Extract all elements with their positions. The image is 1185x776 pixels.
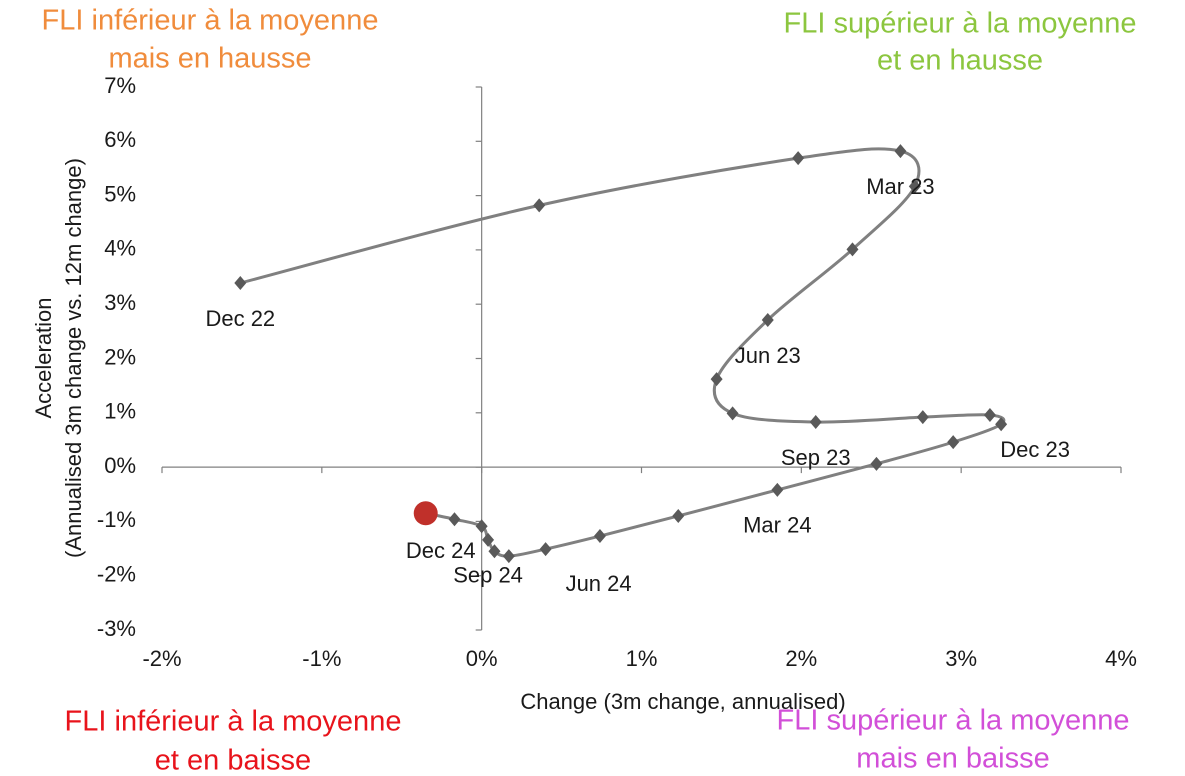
quadrant-label: FLI supérieur à la moyenne xyxy=(776,705,1129,737)
point-marker xyxy=(234,276,247,291)
point-marker xyxy=(448,512,461,527)
x-tick-label: 1% xyxy=(626,646,658,671)
quadrant-label: FLI inférieur à la moyenne xyxy=(65,706,402,738)
x-tick-label: 4% xyxy=(1105,646,1137,671)
y-axis-label: Acceleration xyxy=(31,297,56,418)
point-marker xyxy=(488,544,501,559)
y-axis-label: (Annualised 3m change vs. 12m change) xyxy=(61,158,86,558)
point-marker xyxy=(809,415,822,430)
line xyxy=(239,147,1006,558)
point-marker xyxy=(995,417,1008,432)
quadrant-label: et en hausse xyxy=(877,45,1043,77)
x-tick-label: 3% xyxy=(945,646,977,671)
y-tick-label: -1% xyxy=(97,507,136,532)
y-tick-label: 3% xyxy=(104,290,136,315)
point-marker xyxy=(475,519,488,534)
point-marker xyxy=(947,435,960,450)
point-marker xyxy=(916,410,929,425)
point-label: Mar 24 xyxy=(743,513,811,538)
y-tick-label: 0% xyxy=(104,453,136,478)
x-axis-label: Change (3m change, annualised) xyxy=(520,689,845,714)
point-label: Jun 23 xyxy=(735,343,801,368)
x-tick-label: 2% xyxy=(785,646,817,671)
point-marker xyxy=(792,151,805,166)
point-label: Dec 24 xyxy=(406,538,476,563)
y-tick-label: 4% xyxy=(104,236,136,261)
y-tick-label: 1% xyxy=(104,399,136,424)
point-marker xyxy=(761,312,774,327)
x-tick-label: -2% xyxy=(142,646,181,671)
point-marker xyxy=(908,179,921,194)
point-marker xyxy=(533,198,546,213)
quadrant-label: et en baisse xyxy=(155,745,311,776)
point-marker xyxy=(983,407,996,422)
y-tick-label: 6% xyxy=(104,127,136,152)
y-tick-label: -3% xyxy=(97,616,136,641)
y-tick-label: -2% xyxy=(97,562,136,587)
point-label: Dec 22 xyxy=(205,306,275,331)
y-tick-label: 7% xyxy=(104,73,136,98)
point-marker xyxy=(894,144,907,159)
point-label: Jun 24 xyxy=(566,571,632,596)
x-tick-label: -1% xyxy=(302,646,341,671)
y-tick-label: 2% xyxy=(104,344,136,369)
point-label: Mar 23 xyxy=(866,174,934,199)
y-tick-label: 5% xyxy=(104,181,136,206)
point-marker xyxy=(482,532,495,547)
quadrant-label: FLI supérieur à la moyenne xyxy=(783,8,1136,40)
point-marker xyxy=(539,542,552,557)
quadrant-label: mais en hausse xyxy=(108,43,311,75)
point-marker xyxy=(771,482,784,497)
point-marker xyxy=(846,242,859,257)
point-marker xyxy=(710,372,723,387)
point-marker xyxy=(593,529,606,544)
last-point xyxy=(413,501,438,526)
quadrant-label: mais en baisse xyxy=(856,743,1049,775)
point-label: Sep 23 xyxy=(781,445,851,470)
point-marker xyxy=(502,549,515,564)
point-marker xyxy=(672,508,685,523)
quadrant-label: FLI inférieur à la moyenne xyxy=(42,5,379,37)
point-marker xyxy=(726,406,739,421)
point-label: Sep 24 xyxy=(453,563,523,588)
point-marker xyxy=(870,456,883,471)
point-label: Dec 23 xyxy=(1000,437,1070,462)
x-tick-label: 0% xyxy=(466,646,498,671)
